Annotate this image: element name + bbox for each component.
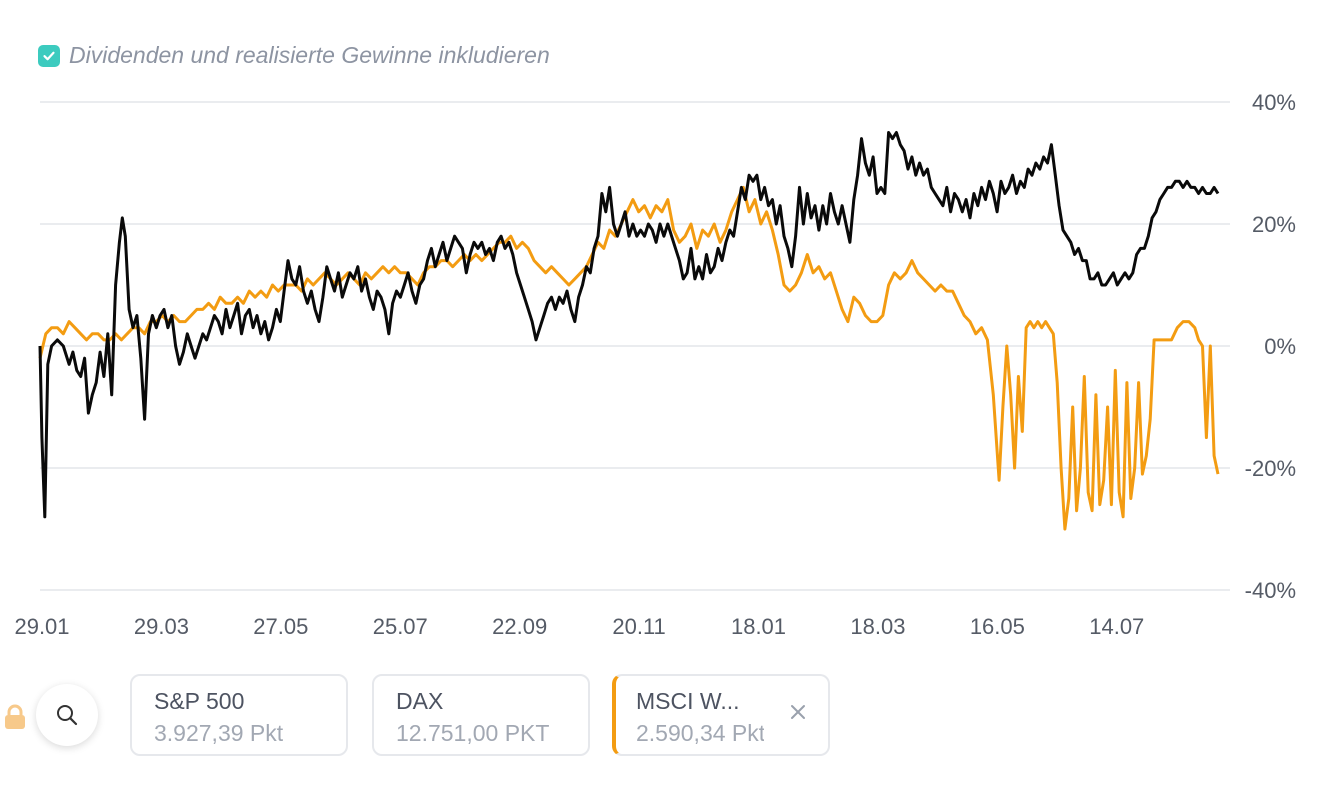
x-tick-label: 14.07 (1089, 614, 1144, 639)
index-name: S&P 500 (154, 688, 245, 714)
checkmark-icon (43, 51, 55, 60)
x-tick-label: 16.05 (970, 614, 1025, 639)
x-tick-label: 20.11 (612, 614, 665, 639)
y-tick-label: 40% (1252, 90, 1296, 115)
y-tick-label: 20% (1252, 212, 1296, 237)
x-tick-label: 27.05 (253, 614, 308, 639)
y-tick-label: -20% (1245, 456, 1296, 481)
chart-series (38, 131, 1220, 531)
y-axis-ticks: 40% 20% 0% -20% -40% (1245, 90, 1296, 603)
series-line-black (38, 131, 1220, 519)
include-dividends-label: Dividenden und realisierte Gewinne inklu… (69, 42, 550, 68)
x-tick-label: 18.01 (731, 614, 786, 639)
x-tick-label: 29.03 (134, 614, 189, 639)
series-line-orange (38, 185, 1220, 531)
index-value: 12.751,00 PKT (396, 720, 550, 746)
index-card-sp500[interactable]: S&P 500 3.927,39 Pkt (130, 674, 348, 756)
x-tick-label: 25.07 (373, 614, 428, 639)
x-tick-label: 22.09 (492, 614, 547, 639)
include-dividends-checkbox[interactable] (38, 44, 60, 67)
index-value: 2.590,34 Pkt (636, 720, 764, 746)
index-name: MSCI W... (636, 688, 740, 714)
x-tick-label: 29.01 (14, 614, 69, 639)
index-selector-bar: S&P 500 3.927,39 Pkt DAX 12.751,00 PKT M… (0, 672, 1320, 762)
search-button[interactable] (36, 684, 98, 746)
y-tick-label: 0% (1264, 334, 1296, 359)
index-card-msci-world[interactable]: MSCI W... 2.590,34 Pkt (612, 674, 830, 756)
y-tick-label: -40% (1245, 578, 1296, 603)
include-dividends-option[interactable]: Dividenden und realisierte Gewinne inklu… (38, 42, 550, 69)
close-icon[interactable] (790, 704, 806, 720)
search-icon (57, 705, 78, 726)
chart-grid (40, 101, 1230, 591)
performance-chart[interactable]: 40% 20% 0% -20% -40% 29.01 29.03 27.05 25.07 22.… (0, 80, 1320, 660)
index-value: 3.927,39 Pkt (154, 720, 284, 746)
index-name: DAX (396, 688, 444, 714)
x-tick-label: 18.03 (850, 614, 905, 639)
lock-icon (5, 704, 25, 729)
x-axis-ticks: 29.01 29.03 27.05 25.07 22.09 20.11 18.01 18.03… (14, 614, 1144, 639)
index-card-dax[interactable]: DAX 12.751,00 PKT (372, 674, 590, 756)
